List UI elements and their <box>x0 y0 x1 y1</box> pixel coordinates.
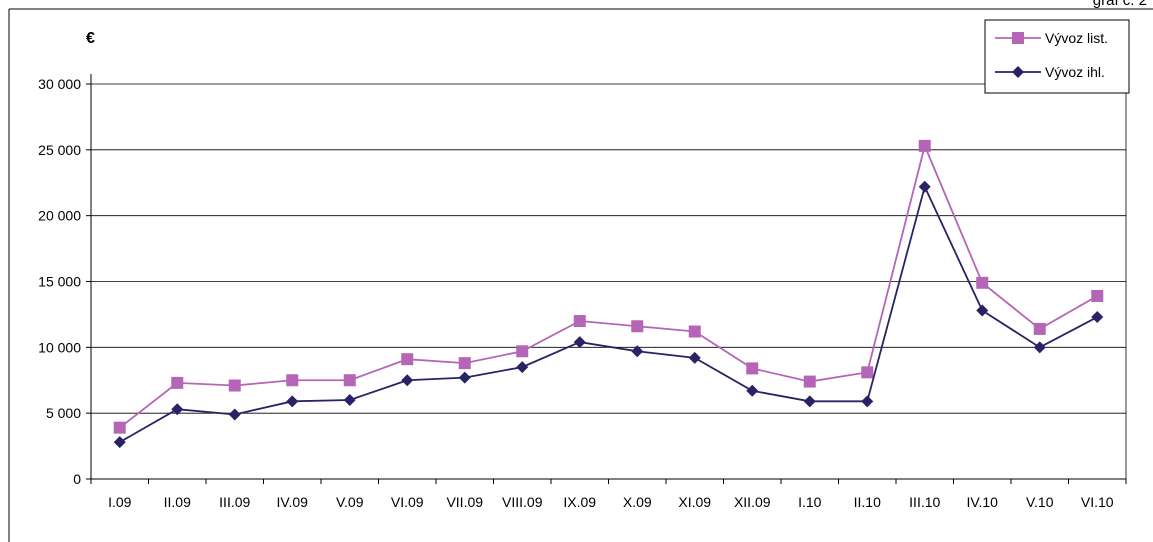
data-point <box>631 345 644 358</box>
x-tick-label: XII.09 <box>734 494 771 510</box>
data-point <box>228 408 241 421</box>
data-point <box>573 315 586 327</box>
data-point <box>976 304 989 317</box>
data-point <box>1091 289 1104 302</box>
data-point <box>171 376 184 389</box>
y-tick-label: 5 000 <box>46 405 81 421</box>
data-point <box>918 180 931 193</box>
x-tick-label: I.10 <box>798 494 822 510</box>
legend-entry: Vývoz list. <box>995 30 1108 46</box>
data-point <box>803 375 816 388</box>
x-tick-label: IV.09 <box>277 494 309 510</box>
y-tick-labels: 0 5 000 10 000 15 000 20 000 25 000 30 000 <box>38 76 81 487</box>
data-point <box>976 276 989 289</box>
x-tick-label: VI.09 <box>391 494 424 510</box>
y-tick-label: 30 000 <box>38 76 81 92</box>
x-tick-label: VII.09 <box>446 494 483 510</box>
data-point <box>746 384 759 397</box>
axes <box>86 74 1127 484</box>
x-tick-label: XI.09 <box>678 494 711 510</box>
x-tick-label: III.10 <box>909 494 940 510</box>
data-point <box>803 395 816 408</box>
x-tick-label: IX.09 <box>563 494 596 510</box>
data-point <box>861 366 874 379</box>
data-point <box>286 374 299 387</box>
data-point <box>458 371 471 384</box>
legend-label: Vývoz list. <box>1045 30 1108 46</box>
data-point <box>918 139 931 152</box>
x-tick-label: IV.10 <box>967 494 999 510</box>
data-point <box>688 325 701 338</box>
y-tick-label: 20 000 <box>38 208 81 224</box>
y-tick-label: 10 000 <box>38 339 81 355</box>
data-point <box>228 379 241 392</box>
legend-entry: Vývoz ihl. <box>995 64 1105 80</box>
y-tick-label: 0 <box>73 471 81 487</box>
data-point <box>401 353 414 366</box>
series-lines <box>113 139 1104 449</box>
series-line <box>119 184 1098 443</box>
y-tick-label: 25 000 <box>38 142 81 158</box>
data-point <box>516 345 529 358</box>
x-tick-label: X.09 <box>623 494 652 510</box>
x-tick-label: I.09 <box>108 494 132 510</box>
y-tick-label: 15 000 <box>38 274 81 290</box>
x-tick-label: VIII.09 <box>502 494 543 510</box>
data-point <box>861 395 874 408</box>
data-point <box>1091 311 1104 324</box>
data-point <box>1033 341 1046 354</box>
x-tick-label: II.10 <box>854 494 881 510</box>
series-2 <box>113 180 1104 449</box>
x-tick-label: III.09 <box>219 494 250 510</box>
data-point <box>516 361 529 374</box>
data-point <box>171 403 184 416</box>
x-tick-label: V.10 <box>1026 494 1054 510</box>
data-point <box>688 351 701 364</box>
data-point <box>573 336 586 349</box>
legend-label: Vývoz ihl. <box>1045 64 1105 80</box>
legend-box <box>984 19 1130 94</box>
legend: Vývoz list. Vývoz ihl. <box>984 19 1130 94</box>
data-point <box>343 394 356 406</box>
data-point <box>113 436 126 449</box>
grid-lines <box>91 83 1126 414</box>
series-1 <box>113 139 1104 434</box>
data-point <box>746 362 759 375</box>
y-axis-unit-label: € <box>86 30 95 47</box>
chart-number-label: graf č. 2 <box>1092 0 1147 9</box>
data-point <box>458 357 471 370</box>
data-point <box>1033 322 1046 335</box>
x-tick-label: II.09 <box>164 494 191 510</box>
legend-marker <box>1012 66 1024 78</box>
data-point <box>113 421 126 434</box>
data-point <box>343 374 356 387</box>
series-line <box>119 143 1098 429</box>
x-tick-label: V.09 <box>336 494 364 510</box>
x-tick-label: VI.10 <box>1081 494 1114 510</box>
data-point <box>286 395 299 408</box>
data-point <box>631 320 644 333</box>
legend-marker <box>1012 32 1024 44</box>
x-tick-labels: I.09 II.09 III.09 IV.09 V.09 VI.09 VII.09 VIII.… <box>108 494 1114 510</box>
data-point <box>401 374 414 387</box>
